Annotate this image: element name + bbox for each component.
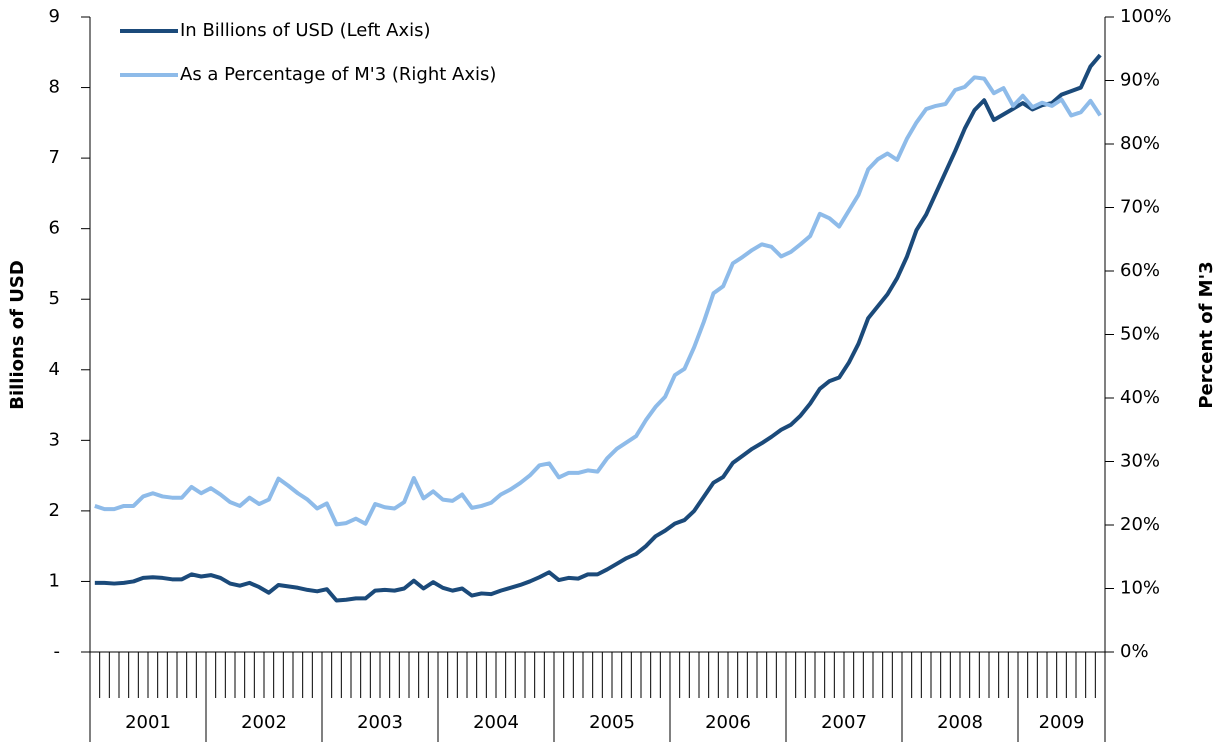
x-group-label: 2006 xyxy=(705,712,751,733)
y2-tick-label: 70% xyxy=(1120,197,1160,218)
y-tick-label: 1 xyxy=(49,570,60,591)
y-tick-label: 3 xyxy=(49,429,60,450)
y2-tick-label: 90% xyxy=(1120,70,1160,91)
y-tick-label: 2 xyxy=(49,500,60,521)
x-group-label: 2005 xyxy=(589,712,635,733)
x-group-label: 2003 xyxy=(357,712,403,733)
y-tick-label: 4 xyxy=(49,359,60,380)
y2-tick-label: 100% xyxy=(1120,6,1171,27)
x-group-label: 2008 xyxy=(937,712,983,733)
series-line xyxy=(94,75,1102,527)
y-tick-label: 7 xyxy=(49,147,60,168)
y2-tick-label: 60% xyxy=(1120,260,1160,281)
x-group-label: 2001 xyxy=(125,712,171,733)
y-tick-label: 5 xyxy=(49,288,60,309)
x-group-label: 2009 xyxy=(1039,712,1085,733)
y2-tick-label: 0% xyxy=(1120,641,1149,662)
legend-label: In Billions of USD (Left Axis) xyxy=(180,20,431,41)
y2-tick-label: 30% xyxy=(1120,451,1160,472)
y2-tick-label: 50% xyxy=(1120,324,1160,345)
x-group-label: 2007 xyxy=(821,712,867,733)
y2-tick-label: 40% xyxy=(1120,387,1160,408)
y-axis-title: Billions of USD xyxy=(7,260,28,410)
y2-tick-label: 20% xyxy=(1120,514,1160,535)
y2-tick-label: 80% xyxy=(1120,133,1160,154)
x-group-label: 2004 xyxy=(473,712,519,733)
y2-axis-title: Percent of M'3 xyxy=(1196,261,1217,408)
y-tick-label: 9 xyxy=(49,6,60,27)
y2-tick-label: 10% xyxy=(1120,578,1160,599)
y-tick-label: - xyxy=(54,641,61,662)
y-tick-label: 6 xyxy=(49,218,60,239)
series-line xyxy=(94,53,1102,603)
x-group-label: 2002 xyxy=(241,712,287,733)
y-tick-label: 8 xyxy=(49,77,60,98)
legend-label: As a Percentage of M'3 (Right Axis) xyxy=(180,64,496,85)
